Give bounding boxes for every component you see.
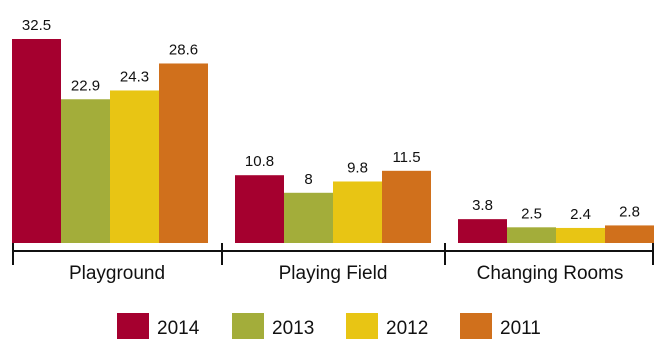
legend-label-2013: 2013 (272, 318, 314, 339)
value-label-playground-2014: 32.5 (22, 17, 51, 34)
legend-item-2013: 2013 (232, 313, 314, 339)
bar-changing-rooms-2014 (458, 219, 507, 243)
bar-changing-rooms-2013 (507, 227, 556, 243)
value-label-playing-field-2014: 10.8 (245, 153, 274, 170)
legend: 2014 2013 2012 2011 (117, 313, 541, 339)
legend-item-2012: 2012 (346, 313, 428, 339)
legend-label-2014: 2014 (157, 318, 200, 339)
value-label-changing-rooms-2012: 2.4 (570, 206, 591, 223)
value-labels-layer: 32.5 22.9 24.3 28.6 10.8 8 9.8 11.5 3.8 2.5 2.4 2.8 (22, 17, 640, 223)
value-label-playground-2012: 24.3 (120, 68, 149, 85)
value-label-playing-field-2011: 11.5 (392, 149, 420, 166)
value-label-playground-2013: 22.9 (71, 77, 100, 94)
bar-playground-2012 (110, 90, 159, 244)
legend-item-2014: 2014 (117, 313, 200, 339)
x-axis: Playground Playing Field Changing Rooms (12, 243, 654, 284)
category-label-playground: Playground (69, 263, 165, 284)
bar-playground-2014 (12, 39, 61, 243)
bar-playground-2013 (61, 99, 110, 244)
bar-playing-field-2012 (333, 181, 382, 243)
value-label-changing-rooms-2013: 2.5 (521, 205, 542, 222)
legend-item-2011: 2011 (460, 313, 541, 339)
bar-changing-rooms-2012 (556, 227, 605, 243)
legend-swatch-2013 (232, 313, 264, 339)
bar-changing-rooms-2011 (605, 225, 654, 243)
legend-label-2011: 2011 (500, 318, 541, 339)
value-label-changing-rooms-2014: 3.8 (472, 197, 493, 214)
bar-playground-2011 (159, 63, 208, 244)
legend-swatch-2014 (117, 313, 149, 339)
value-label-changing-rooms-2011: 2.8 (619, 203, 640, 220)
bar-playing-field-2013 (284, 192, 333, 243)
value-label-playground-2011: 28.6 (169, 41, 198, 58)
bars-layer (12, 39, 654, 244)
value-label-playing-field-2012: 9.8 (347, 159, 368, 176)
value-label-playing-field-2013: 8 (304, 171, 312, 188)
bar-playing-field-2011 (382, 170, 431, 243)
category-label-changing-rooms: Changing Rooms (477, 263, 624, 284)
bar-playing-field-2014 (235, 175, 284, 243)
category-label-playing-field: Playing Field (279, 263, 388, 284)
legend-swatch-2012 (346, 313, 378, 339)
legend-label-2012: 2012 (386, 318, 428, 339)
legend-swatch-2011 (460, 313, 492, 339)
